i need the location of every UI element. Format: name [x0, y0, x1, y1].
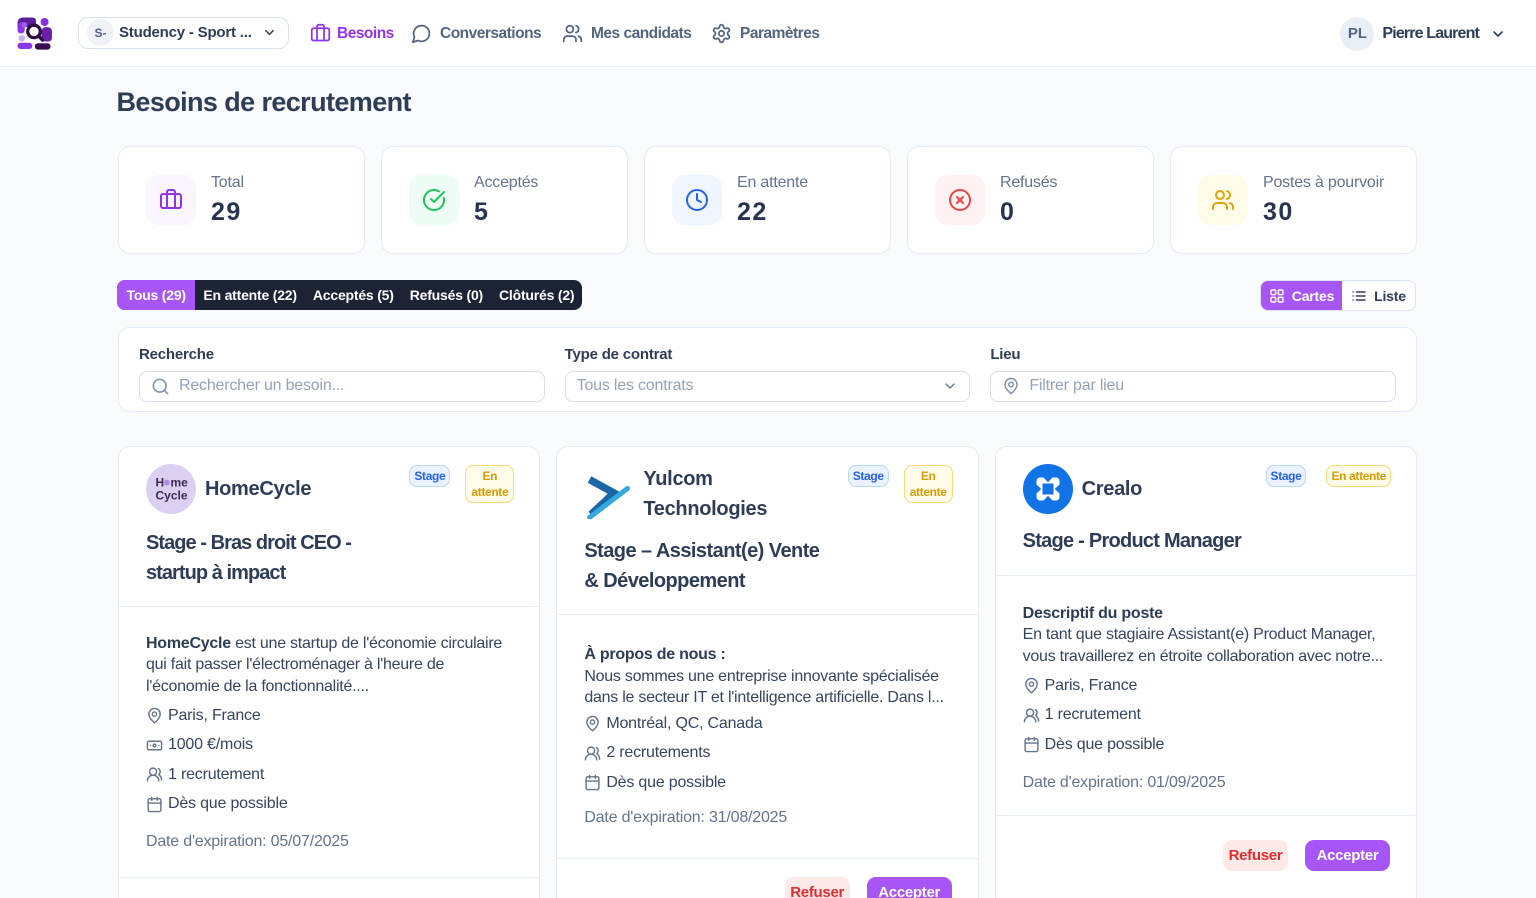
svg-text:me: me [171, 476, 189, 490]
svg-text:H: H [156, 476, 165, 490]
svg-text:Cycle: Cycle [156, 489, 188, 503]
